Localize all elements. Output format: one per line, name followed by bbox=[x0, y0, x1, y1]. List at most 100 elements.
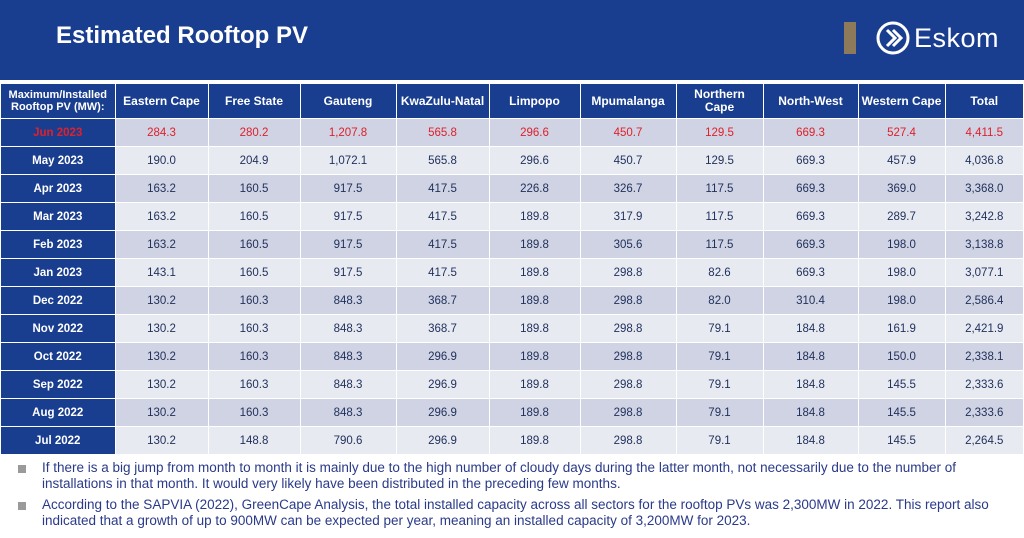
table-cell: 917.5 bbox=[299, 202, 396, 231]
table-cell: 917.5 bbox=[299, 230, 396, 259]
eskom-logo-icon bbox=[876, 21, 910, 55]
row-month-label: Jun 2023 bbox=[1, 118, 115, 147]
table-cell: 289.7 bbox=[857, 202, 945, 231]
table-cell: 457.9 bbox=[857, 146, 945, 175]
table-cell: 326.7 bbox=[579, 174, 676, 203]
row-month-label: Mar 2023 bbox=[1, 202, 115, 231]
table-cell: 4,036.8 bbox=[944, 146, 1023, 175]
table-body: Jun 2023 284.3 280.2 1,207.8 565.8 296.6 450.7… bbox=[1, 118, 1023, 454]
table-cell: 450.7 bbox=[579, 146, 676, 175]
column-header: North-West bbox=[762, 84, 858, 119]
row-month-label: Jan 2023 bbox=[1, 258, 115, 287]
table-cell: 130.2 bbox=[114, 370, 208, 399]
table-row: Apr 2023 163.2 160.5 917.5 417.5 226.8 326.7 11… bbox=[1, 174, 1023, 203]
table-cell: 198.0 bbox=[857, 286, 945, 315]
table-cell: 130.2 bbox=[114, 314, 208, 343]
table-cell: 129.5 bbox=[675, 118, 763, 147]
bullet-icon bbox=[18, 465, 26, 473]
table-cell: 189.8 bbox=[488, 230, 580, 259]
table-row: Aug 2022 130.2 160.3 848.3 296.9 189.8 298.8 79… bbox=[1, 398, 1023, 427]
table-cell: 226.8 bbox=[488, 174, 580, 203]
table-cell: 143.1 bbox=[114, 258, 208, 287]
table-cell: 298.8 bbox=[579, 314, 676, 343]
table-cell: 848.3 bbox=[299, 286, 396, 315]
table-cell: 163.2 bbox=[114, 174, 208, 203]
column-header: KwaZulu-Natal bbox=[395, 84, 489, 119]
table-cell: 3,077.1 bbox=[944, 258, 1023, 287]
table-corner-header: Maximum/Installed Rooftop PV (MW): bbox=[1, 84, 115, 119]
table-cell: 368.7 bbox=[395, 286, 489, 315]
table-cell: 305.6 bbox=[579, 230, 676, 259]
table-cell: 150.0 bbox=[857, 342, 945, 371]
table-cell: 298.8 bbox=[579, 370, 676, 399]
table-cell: 130.2 bbox=[114, 286, 208, 315]
column-header: Mpumalanga bbox=[579, 84, 676, 119]
table-cell: 2,264.5 bbox=[944, 426, 1023, 454]
slide-title: Estimated Rooftop PV bbox=[56, 22, 309, 49]
column-header: Gauteng bbox=[299, 84, 396, 119]
table-cell: 189.8 bbox=[488, 426, 580, 454]
note-item: If there is a big jump from month to mon… bbox=[14, 460, 1004, 492]
table-cell: 296.6 bbox=[488, 146, 580, 175]
table-cell: 184.8 bbox=[762, 342, 858, 371]
table-cell: 2,338.1 bbox=[944, 342, 1023, 371]
table-cell: 669.3 bbox=[762, 118, 858, 147]
table-row: May 2023 190.0 204.9 1,072.1 565.8 296.6 450.7… bbox=[1, 146, 1023, 175]
table-row: Jan 2023 143.1 160.5 917.5 417.5 189.8 298.8 82… bbox=[1, 258, 1023, 287]
column-header: Western Cape bbox=[857, 84, 945, 119]
table-cell: 163.2 bbox=[114, 202, 208, 231]
table-cell: 317.9 bbox=[579, 202, 676, 231]
table-cell: 184.8 bbox=[762, 426, 858, 454]
table-cell: 280.2 bbox=[207, 118, 300, 147]
table-cell: 565.8 bbox=[395, 118, 489, 147]
table-cell: 3,138.8 bbox=[944, 230, 1023, 259]
table-cell: 160.3 bbox=[207, 286, 300, 315]
table-cell: 189.8 bbox=[488, 202, 580, 231]
note-text: According to the SAPVIA (2022), GreenCap… bbox=[42, 497, 989, 528]
table-cell: 417.5 bbox=[395, 258, 489, 287]
table-row: Mar 2023 163.2 160.5 917.5 417.5 189.8 317.9 11… bbox=[1, 202, 1023, 231]
table-cell: 298.8 bbox=[579, 342, 676, 371]
column-header: Limpopo bbox=[488, 84, 580, 119]
table-cell: 160.3 bbox=[207, 342, 300, 371]
table-cell: 189.8 bbox=[488, 370, 580, 399]
table-cell: 296.9 bbox=[395, 426, 489, 454]
table-header-row: Maximum/Installed Rooftop PV (MW): Easter… bbox=[1, 84, 1023, 119]
table-cell: 160.3 bbox=[207, 398, 300, 427]
table-cell: 917.5 bbox=[299, 258, 396, 287]
table-cell: 184.8 bbox=[762, 370, 858, 399]
table-cell: 369.0 bbox=[857, 174, 945, 203]
table-cell: 204.9 bbox=[207, 146, 300, 175]
table-cell: 160.5 bbox=[207, 202, 300, 231]
table-cell: 669.3 bbox=[762, 258, 858, 287]
table-cell: 79.1 bbox=[675, 398, 763, 427]
table-cell: 417.5 bbox=[395, 202, 489, 231]
table-cell: 298.8 bbox=[579, 286, 676, 315]
note-text: If there is a big jump from month to mon… bbox=[42, 460, 956, 491]
table-cell: 296.6 bbox=[488, 118, 580, 147]
table-cell: 2,586.4 bbox=[944, 286, 1023, 315]
table-cell: 117.5 bbox=[675, 202, 763, 231]
table-cell: 296.9 bbox=[395, 342, 489, 371]
table-cell: 82.6 bbox=[675, 258, 763, 287]
table-cell: 669.3 bbox=[762, 174, 858, 203]
table-cell: 417.5 bbox=[395, 174, 489, 203]
table-row: Dec 2022 130.2 160.3 848.3 368.7 189.8 298.8 82… bbox=[1, 286, 1023, 315]
table-cell: 848.3 bbox=[299, 398, 396, 427]
table-cell: 848.3 bbox=[299, 370, 396, 399]
table-cell: 130.2 bbox=[114, 398, 208, 427]
table-cell: 145.5 bbox=[857, 370, 945, 399]
slide-header: Estimated Rooftop PV Eskom bbox=[0, 0, 1024, 80]
table-row: Jun 2023 284.3 280.2 1,207.8 565.8 296.6 450.7… bbox=[1, 118, 1023, 147]
table-cell: 298.8 bbox=[579, 258, 676, 287]
table-cell: 1,207.8 bbox=[299, 118, 396, 147]
table-cell: 79.1 bbox=[675, 342, 763, 371]
table-cell: 160.5 bbox=[207, 258, 300, 287]
table-cell: 669.3 bbox=[762, 230, 858, 259]
table-cell: 284.3 bbox=[114, 118, 208, 147]
table-cell: 296.9 bbox=[395, 398, 489, 427]
table-cell: 163.2 bbox=[114, 230, 208, 259]
table-cell: 130.2 bbox=[114, 342, 208, 371]
table-cell: 160.3 bbox=[207, 370, 300, 399]
table-cell: 190.0 bbox=[114, 146, 208, 175]
